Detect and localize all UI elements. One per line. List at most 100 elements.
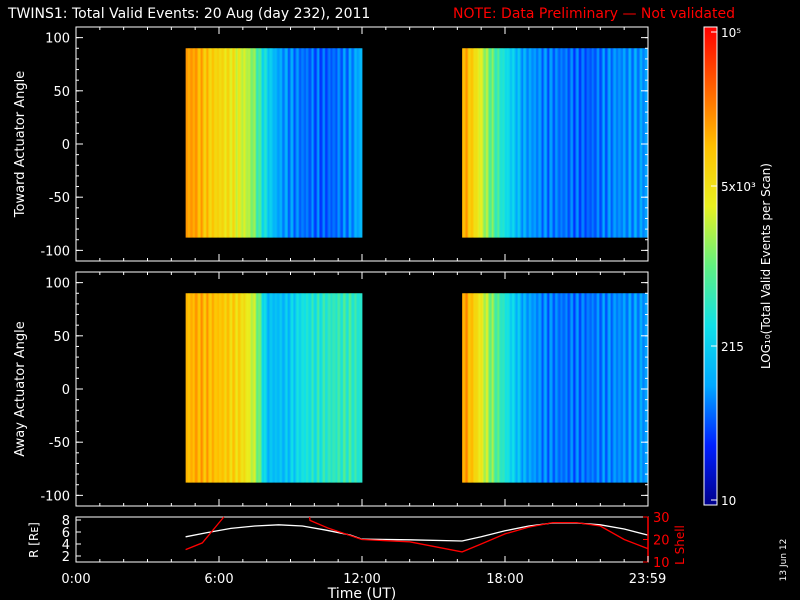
away-heat-column <box>339 293 341 483</box>
toward-heat-column <box>564 48 567 238</box>
away-heat-column <box>506 293 508 483</box>
away-heat-column <box>606 293 608 483</box>
away-heat-column <box>539 293 542 483</box>
toward-heat-column <box>487 48 489 238</box>
away-heat-column <box>240 293 243 483</box>
toward-heat-column <box>288 48 290 238</box>
toward-heat-column <box>516 48 519 238</box>
away-heat-column <box>559 293 562 483</box>
away-heat-column <box>537 293 539 483</box>
away-heat-column <box>625 293 627 483</box>
toward-heat-column <box>339 48 341 238</box>
away-heat-column <box>196 293 198 483</box>
away-heat-column <box>230 293 233 483</box>
toward-heat-column <box>646 48 648 238</box>
away-heat-column <box>189 293 191 483</box>
away-heat-column <box>191 293 194 483</box>
toward-heat-column <box>283 48 285 238</box>
away-heat-column <box>594 293 596 483</box>
toward-heat-column <box>640 48 643 238</box>
toward-heat-column <box>501 48 504 238</box>
away-heat-column <box>509 293 512 483</box>
away-heat-column <box>482 293 484 483</box>
toward-heat-column <box>228 48 231 238</box>
away-heat-column <box>338 293 340 483</box>
away-heat-column <box>197 293 200 483</box>
radius-line <box>185 522 648 542</box>
away-heat-column <box>586 293 588 483</box>
away-heat-column <box>564 293 567 483</box>
away-heat-column <box>208 293 210 483</box>
toward-heat-column <box>497 48 500 238</box>
away-heat-column <box>277 293 279 483</box>
away-heat-column <box>323 293 326 483</box>
toward-heat-column <box>352 48 355 238</box>
toward-heat-column <box>476 48 478 238</box>
away-heat-column <box>527 293 530 483</box>
away-heat-column <box>359 293 362 483</box>
toward-heat-column <box>547 48 550 238</box>
away-heat-column <box>257 293 259 483</box>
toward-heat-column <box>490 48 493 238</box>
away-heat-column <box>290 293 293 483</box>
toward-ytick-label: 50 <box>53 85 70 100</box>
toward-heat-column <box>351 48 353 238</box>
toward-heat-column <box>189 48 191 238</box>
toward-heat-column <box>468 48 470 238</box>
away-heat-column <box>549 293 551 483</box>
away-heat-column <box>185 293 188 483</box>
away-heat-column <box>577 293 580 483</box>
away-heat-column <box>342 293 345 483</box>
toward-heat-column <box>589 48 592 238</box>
away-heat-column <box>534 293 537 483</box>
toward-heat-column <box>575 48 577 238</box>
away-heat-column <box>500 293 502 483</box>
away-heat-column <box>640 293 643 483</box>
away-heat-column <box>214 293 216 483</box>
away-heat-column <box>333 293 335 483</box>
away-heat-column <box>248 293 251 483</box>
toward-heat-column <box>356 48 358 238</box>
toward-heat-column <box>320 48 322 238</box>
away-heat-column <box>588 293 591 483</box>
away-heat-column <box>561 293 563 483</box>
toward-heat-column <box>303 48 306 238</box>
toward-heat-column <box>264 48 266 238</box>
toward-heat-column <box>308 48 310 238</box>
toward-heat-column <box>272 48 275 238</box>
toward-heat-column <box>311 48 314 238</box>
away-heat-column <box>195 293 197 483</box>
away-heat-column <box>336 293 339 483</box>
toward-heat-column <box>631 48 633 238</box>
away-heat-column <box>491 293 494 483</box>
time-tick-label: 0:00 <box>61 572 90 587</box>
toward-heat-column <box>526 48 529 238</box>
away-heat-column <box>626 293 629 483</box>
away-heat-column <box>465 293 468 483</box>
toward-heat-column <box>505 48 507 238</box>
away-heat-column <box>242 293 245 483</box>
away-heat-column <box>246 293 248 483</box>
toward-heat-column <box>328 48 331 238</box>
away-heat-column <box>295 293 297 483</box>
away-heat-column <box>249 293 252 483</box>
away-heat-column <box>308 293 310 483</box>
away-heat-column <box>545 293 548 483</box>
away-heat-column <box>485 293 488 483</box>
toward-heat-column <box>316 48 319 238</box>
away-heat-column <box>334 293 337 483</box>
away-heat-column <box>552 293 555 483</box>
toward-heat-column <box>590 48 593 238</box>
away-heat-column <box>269 293 271 483</box>
away-heat-column <box>596 293 599 483</box>
lshell-line <box>185 516 225 551</box>
toward-heat-column <box>512 48 514 238</box>
toward-heat-column <box>209 48 212 238</box>
away-heat-column <box>615 293 618 483</box>
time-tick-label: 12:00 <box>343 572 380 587</box>
toward-heat-column <box>462 48 464 238</box>
toward-heat-column <box>336 48 339 238</box>
away-heat-column <box>217 293 220 483</box>
away-heat-column <box>345 293 347 483</box>
toward-heat-column <box>608 48 611 238</box>
